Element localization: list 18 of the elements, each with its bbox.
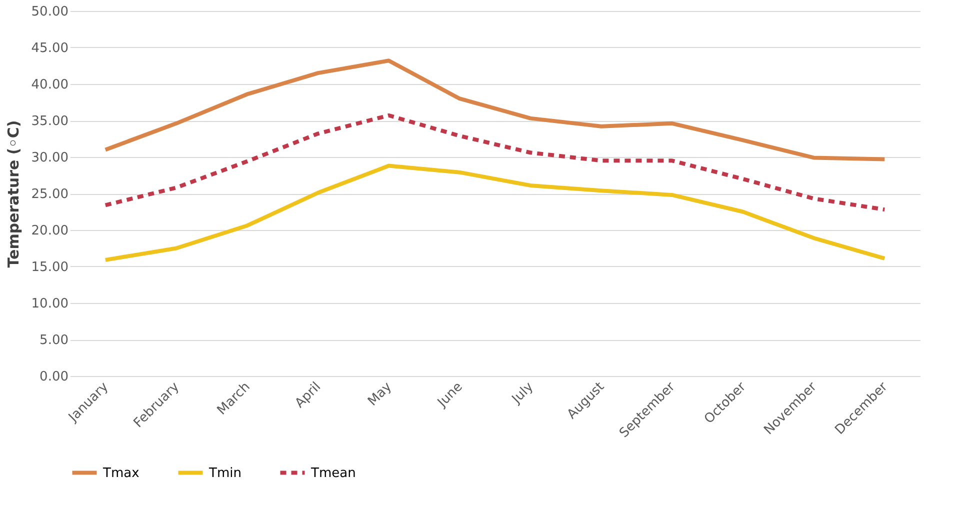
y-tick-label: 35.00	[31, 114, 68, 129]
legend-label: Tmax	[102, 466, 140, 481]
y-tick-label: 10.00	[31, 296, 68, 312]
y-tick-label: 45.00	[31, 41, 68, 56]
legend-label: Tmin	[208, 466, 242, 481]
y-tick-label: 15.00	[31, 260, 68, 275]
y-tick-label: 50.00	[31, 4, 68, 20]
y-tick-label: 20.00	[31, 224, 68, 238]
y-tick-label: 30.00	[31, 150, 68, 166]
line-series	[103, 164, 887, 262]
legend-label: Tmean	[310, 466, 356, 481]
line-series	[103, 58, 887, 162]
line-series	[103, 113, 887, 212]
y-tick-label: 40.00	[31, 78, 68, 92]
y-tick-label: 0.00	[40, 370, 68, 384]
y-tick-label: 25.00	[31, 187, 68, 202]
y-tick-label: 5.00	[40, 333, 68, 348]
y-axis-title: Temperature (◦C)	[4, 120, 22, 268]
